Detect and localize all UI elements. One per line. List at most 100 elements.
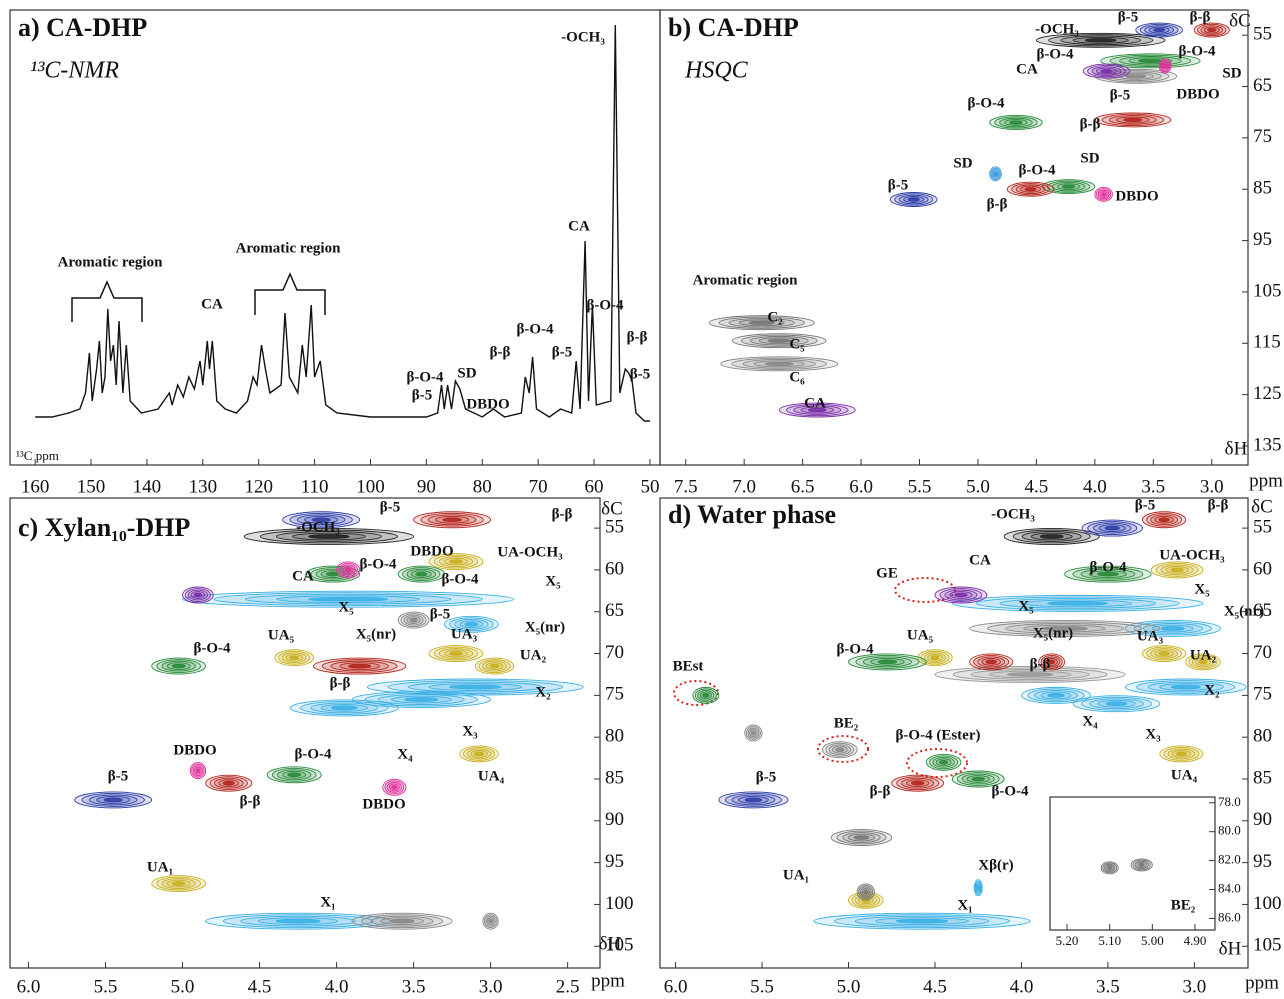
peak-label: β-O-4 — [1018, 162, 1056, 178]
peak-label: β-O-4 — [441, 571, 479, 587]
x-tick-label: 80 — [473, 476, 492, 497]
cross-peak — [289, 699, 399, 717]
peak-label: β-O-4 — [1178, 43, 1216, 59]
x-tick-label: 4.0 — [325, 976, 349, 997]
contour — [930, 655, 940, 661]
peak-label: X₂ — [535, 684, 551, 700]
peak-label: β-β — [1080, 116, 1101, 132]
cross-peak — [1041, 179, 1096, 195]
x-tick-label: 5.20 — [1056, 933, 1079, 948]
peak-label: DBDO — [410, 543, 453, 559]
contour — [171, 881, 186, 886]
peak-label: SD — [457, 365, 476, 381]
cross-peak — [856, 883, 875, 901]
contour — [1101, 192, 1107, 197]
cross-peak — [778, 402, 856, 418]
peak-label: X₅ — [1018, 598, 1034, 614]
peak-label: β-O-4 — [991, 783, 1029, 799]
cross-peak — [989, 115, 1043, 130]
contour — [1006, 672, 1054, 677]
cross-peak — [151, 875, 207, 892]
cross-peak — [813, 912, 1031, 930]
x-tick-label: 4.5 — [248, 976, 272, 997]
cross-peak — [205, 912, 391, 930]
cross-peak — [973, 879, 983, 897]
peak-label: UA₃ — [1137, 628, 1164, 644]
peak-label: β-5 — [412, 387, 432, 403]
x-tick-label: 5.5 — [750, 976, 774, 997]
cross-peak — [1135, 22, 1183, 38]
panel-title: d) Water phase — [668, 500, 836, 529]
contour — [464, 621, 479, 627]
contour — [1084, 38, 1117, 43]
peak-label: CA — [201, 296, 223, 312]
cross-peak — [474, 657, 515, 675]
bracket — [254, 272, 326, 315]
peak-label: C₂ — [767, 309, 783, 325]
contour — [1158, 517, 1170, 523]
y-tick-label: 78.0 — [1218, 794, 1241, 809]
y-tick-label: 105 — [1253, 935, 1282, 956]
cross-peak — [382, 778, 407, 796]
y-tick-label: 85 — [1253, 767, 1272, 788]
x-unit: ppm — [1249, 470, 1283, 491]
peak-label: β-O-4 — [406, 369, 444, 385]
contour — [1041, 626, 1088, 631]
contour — [391, 784, 398, 790]
y-tick-label: 85 — [605, 767, 624, 788]
y-tick-label: 95 — [1253, 229, 1272, 250]
cross-peak — [1082, 63, 1131, 79]
ring — [906, 748, 968, 778]
peak-label: BE₂ — [834, 715, 859, 731]
cross-peak — [951, 770, 1005, 788]
contour — [702, 692, 710, 698]
y-tick-label: 135 — [1253, 434, 1282, 455]
cross-peak — [266, 766, 322, 784]
contour — [348, 663, 372, 669]
x-tick-label: 3.5 — [1141, 476, 1165, 497]
contour — [404, 697, 439, 702]
cross-peak — [848, 653, 927, 671]
x-label: δH — [1219, 938, 1242, 959]
x-label: ¹³C ppm — [16, 448, 59, 463]
x-tick-label: 130 — [189, 476, 218, 497]
cross-peak — [732, 333, 827, 349]
cross-peak — [1006, 181, 1055, 197]
peak-label: X₅(nr) — [525, 619, 565, 635]
contour — [448, 684, 502, 690]
peak-label: X₅ — [1194, 581, 1210, 597]
y-tick-label: 100 — [605, 893, 634, 914]
panel-frame — [9, 497, 601, 969]
x-tick-label: 4.5 — [1025, 476, 1049, 497]
peak-label: -OCH₃ — [1035, 21, 1079, 37]
contour — [1163, 63, 1167, 69]
peak-label: β-β — [330, 675, 351, 691]
contour — [311, 517, 331, 523]
peak-label: β-5 — [630, 366, 650, 382]
bracket — [71, 280, 143, 322]
peak-label: β-β — [1190, 9, 1211, 25]
peak-label: UA-OCH₃ — [1159, 547, 1225, 563]
cross-peak — [1142, 511, 1187, 529]
contour — [1048, 659, 1056, 665]
brackets — [71, 272, 326, 322]
y-label: δC — [1251, 496, 1273, 517]
contour — [222, 780, 235, 786]
peak-label: X₅ — [338, 599, 354, 615]
cross-peak — [951, 594, 1204, 612]
cross-peak — [205, 774, 253, 792]
x-tick-label: 3.0 — [479, 976, 503, 997]
x-tick-label: 5.5 — [94, 976, 118, 997]
peak-label: X₄ — [1082, 713, 1098, 729]
contour — [1107, 865, 1113, 870]
y-tick-label: 115 — [1253, 332, 1281, 353]
contour — [1123, 117, 1143, 123]
y-tick-label: 80.0 — [1218, 823, 1241, 838]
cross-peak — [1130, 858, 1153, 872]
peak-label: -OCH₃ — [296, 519, 340, 535]
panel-title: c) Xylan₁₀-DHP — [18, 513, 190, 542]
cross-peak — [934, 586, 988, 604]
y-tick-label: 86.0 — [1218, 909, 1241, 924]
x-label: δH — [1225, 438, 1248, 459]
